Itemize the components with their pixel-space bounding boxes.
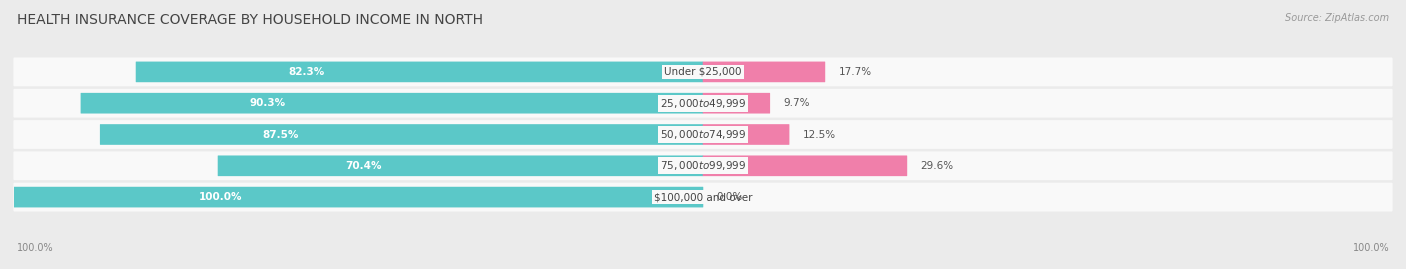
FancyBboxPatch shape (14, 89, 1392, 118)
Text: 90.3%: 90.3% (249, 98, 285, 108)
FancyBboxPatch shape (14, 183, 1392, 211)
Text: $50,000 to $74,999: $50,000 to $74,999 (659, 128, 747, 141)
FancyBboxPatch shape (100, 124, 703, 145)
Text: 9.7%: 9.7% (783, 98, 810, 108)
Text: 70.4%: 70.4% (346, 161, 382, 171)
Text: 100.0%: 100.0% (17, 243, 53, 253)
Text: HEALTH INSURANCE COVERAGE BY HOUSEHOLD INCOME IN NORTH: HEALTH INSURANCE COVERAGE BY HOUSEHOLD I… (17, 13, 482, 27)
Text: 100.0%: 100.0% (200, 192, 242, 202)
Text: 12.5%: 12.5% (803, 129, 837, 140)
Text: 87.5%: 87.5% (263, 129, 299, 140)
Text: 82.3%: 82.3% (288, 67, 325, 77)
FancyBboxPatch shape (703, 62, 825, 82)
FancyBboxPatch shape (703, 155, 907, 176)
FancyBboxPatch shape (14, 120, 1392, 149)
Text: $100,000 and over: $100,000 and over (654, 192, 752, 202)
Text: $75,000 to $99,999: $75,000 to $99,999 (659, 159, 747, 172)
FancyBboxPatch shape (703, 93, 770, 114)
FancyBboxPatch shape (80, 93, 703, 114)
FancyBboxPatch shape (218, 155, 703, 176)
Text: 17.7%: 17.7% (839, 67, 872, 77)
FancyBboxPatch shape (14, 151, 1392, 180)
Text: $25,000 to $49,999: $25,000 to $49,999 (659, 97, 747, 110)
FancyBboxPatch shape (703, 124, 789, 145)
Text: Under $25,000: Under $25,000 (664, 67, 742, 77)
FancyBboxPatch shape (136, 62, 703, 82)
Text: 100.0%: 100.0% (1353, 243, 1389, 253)
Text: Source: ZipAtlas.com: Source: ZipAtlas.com (1285, 13, 1389, 23)
Text: 29.6%: 29.6% (921, 161, 953, 171)
FancyBboxPatch shape (14, 187, 703, 207)
Text: 0.0%: 0.0% (717, 192, 742, 202)
FancyBboxPatch shape (14, 58, 1392, 86)
